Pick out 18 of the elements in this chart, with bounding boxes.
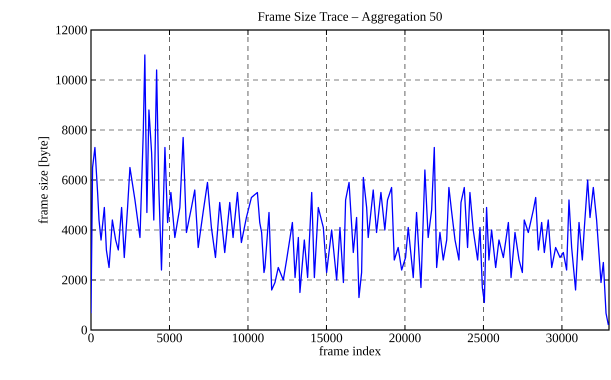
y-tick-label: 6000: [62, 176, 87, 184]
x-axis-title: frame index: [319, 346, 381, 356]
x-tick-label: 5000: [157, 334, 182, 342]
y-tick-label: 4000: [62, 226, 87, 234]
y-tick-label: 8000: [62, 126, 87, 134]
y-tick-label: 12000: [56, 26, 87, 34]
x-tick-label: 15000: [311, 334, 342, 342]
y-tick-label: 10000: [56, 76, 87, 84]
x-tick-label: 30000: [546, 334, 578, 342]
x-tick-label: 10000: [232, 334, 264, 342]
y-tick-label: 0: [82, 326, 87, 334]
y-tick-label: 2000: [62, 276, 87, 284]
x-tick-label: 25000: [468, 334, 500, 342]
y-axis-title: frame size [byte]: [38, 137, 50, 224]
line-series: [91, 54, 610, 326]
x-tick-label: 20000: [389, 334, 421, 342]
chart-title: Frame Size Trace – Aggregation 50: [258, 12, 442, 24]
x-tick-label: 0: [88, 334, 94, 342]
